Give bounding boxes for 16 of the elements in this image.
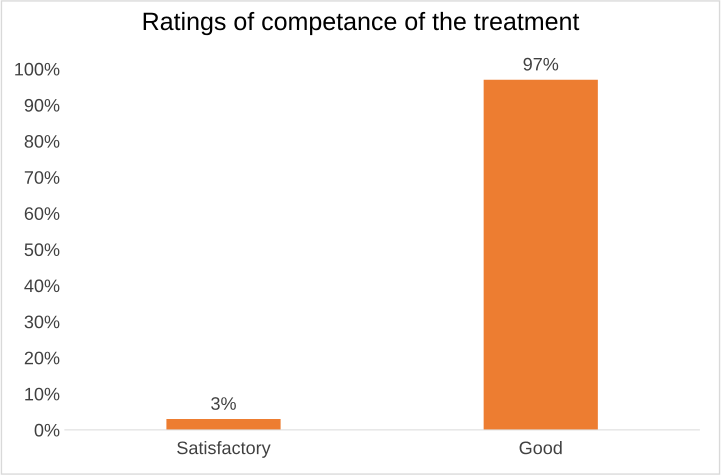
y-tick-label: 90% <box>24 98 60 112</box>
y-tick-label: 70% <box>24 171 60 184</box>
data-label: 3% <box>211 397 236 410</box>
x-tick-label: Satisfactory <box>177 440 271 458</box>
chart-title: Ratings of competance of the treatment <box>144 12 580 36</box>
y-tick-label: 0% <box>34 424 60 437</box>
y-tick-label: 20% <box>24 352 60 364</box>
y-tick-label: 40% <box>24 279 60 292</box>
x-tick-label: Good <box>520 440 562 454</box>
y-tick-label: 60% <box>24 207 60 220</box>
y-tick-label: 10% <box>25 388 60 400</box>
y-tick-label: 50% <box>24 243 60 256</box>
y-tick-label: 100% <box>15 62 60 76</box>
data-label: 97% <box>524 58 558 71</box>
y-tick-label: 30% <box>24 316 60 328</box>
y-tick-label: 80% <box>24 135 60 148</box>
